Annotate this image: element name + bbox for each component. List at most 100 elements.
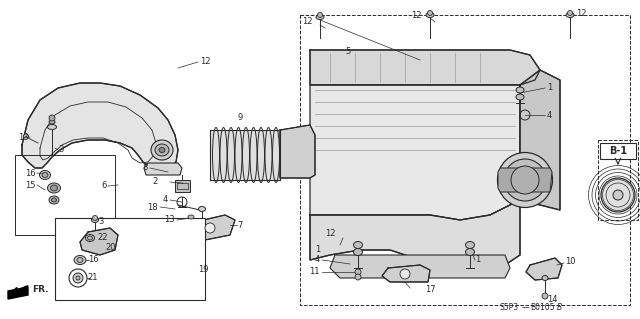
Ellipse shape [24,134,29,138]
Ellipse shape [151,140,173,160]
Text: B0105: B0105 [530,303,554,313]
Circle shape [76,276,80,280]
Text: 3: 3 [58,145,63,154]
Circle shape [355,269,361,275]
Ellipse shape [92,218,99,222]
Text: 22: 22 [97,233,108,241]
Ellipse shape [51,185,58,191]
Text: 16: 16 [88,256,99,264]
Text: 4: 4 [315,256,320,264]
Ellipse shape [566,12,574,18]
Circle shape [355,274,361,280]
Polygon shape [8,287,28,299]
Text: 13: 13 [164,216,175,225]
Bar [600,143,636,159]
Text: 14: 14 [547,295,557,305]
Text: 9: 9 [237,114,243,122]
Ellipse shape [49,120,55,124]
Polygon shape [280,125,315,178]
Text: 19: 19 [198,265,209,275]
Polygon shape [310,200,520,270]
Ellipse shape [47,124,56,130]
Ellipse shape [353,249,362,256]
Ellipse shape [353,241,362,249]
Ellipse shape [504,159,546,201]
Circle shape [93,216,97,220]
Text: 15: 15 [25,181,35,189]
Polygon shape [175,180,190,192]
Text: 12: 12 [412,11,422,20]
Text: B: B [557,303,563,313]
Ellipse shape [465,241,474,249]
Ellipse shape [198,206,205,211]
Ellipse shape [49,196,59,204]
Text: 3: 3 [98,218,104,226]
Text: 6: 6 [102,182,107,190]
Ellipse shape [77,257,83,263]
Ellipse shape [316,14,324,19]
Bar [300,15,630,305]
Ellipse shape [516,94,524,100]
Bar [598,140,638,220]
Text: 4: 4 [547,110,552,120]
Ellipse shape [155,144,169,156]
Text: 20: 20 [105,243,115,253]
Polygon shape [520,70,560,210]
Text: 10: 10 [565,257,575,266]
Text: 18: 18 [147,203,158,211]
Text: 11: 11 [310,268,320,277]
Text: 12: 12 [200,57,211,66]
Ellipse shape [40,170,51,180]
Polygon shape [195,215,235,240]
Ellipse shape [497,152,552,207]
Bar [55,218,205,300]
Ellipse shape [47,183,61,193]
Text: 17: 17 [425,286,435,294]
Circle shape [568,11,573,16]
Ellipse shape [51,198,56,202]
Polygon shape [22,83,178,170]
Text: 2: 2 [153,176,158,186]
Polygon shape [310,85,520,220]
Text: 1: 1 [315,246,320,255]
Ellipse shape [601,178,635,212]
Ellipse shape [542,276,548,280]
Ellipse shape [86,234,95,241]
Polygon shape [526,258,562,280]
Ellipse shape [465,249,474,256]
Text: 21: 21 [87,273,97,283]
Polygon shape [210,130,280,180]
Text: 12: 12 [576,10,586,19]
Text: 5: 5 [346,48,351,56]
Ellipse shape [426,12,434,18]
Text: B-1: B-1 [609,146,627,156]
Polygon shape [330,255,510,278]
Ellipse shape [74,256,86,264]
Text: 8: 8 [143,164,148,173]
Text: 7: 7 [237,220,243,229]
Text: 16: 16 [25,168,36,177]
Polygon shape [498,168,552,192]
Ellipse shape [159,147,165,152]
Circle shape [542,293,548,299]
Polygon shape [310,50,540,85]
Text: 1: 1 [547,84,552,93]
Text: —: — [522,303,530,313]
Circle shape [73,273,83,283]
Text: 13: 13 [18,133,29,143]
Circle shape [205,223,215,233]
Ellipse shape [613,190,623,200]
Ellipse shape [188,215,194,219]
Bar [15,155,115,235]
Text: FR.: FR. [32,286,49,294]
Ellipse shape [516,87,524,93]
Circle shape [49,115,55,121]
Ellipse shape [88,236,93,240]
Polygon shape [80,228,118,255]
Ellipse shape [42,173,48,177]
Text: 4: 4 [163,195,168,204]
Circle shape [400,269,410,279]
Text: 1: 1 [475,256,480,264]
Circle shape [428,11,433,16]
Text: 12: 12 [326,228,336,238]
